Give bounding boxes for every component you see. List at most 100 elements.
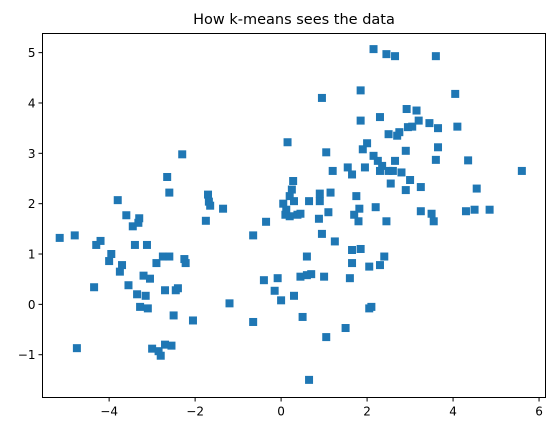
y-tick-label: 2 bbox=[28, 197, 36, 211]
data-point bbox=[326, 188, 335, 197]
data-point bbox=[375, 261, 384, 270]
data-point bbox=[152, 259, 161, 268]
data-point bbox=[219, 204, 228, 213]
data-point bbox=[350, 210, 359, 219]
data-point bbox=[406, 176, 415, 185]
y-tick-label: 3 bbox=[28, 147, 36, 161]
data-point bbox=[262, 217, 271, 226]
data-point bbox=[296, 272, 305, 281]
data-point bbox=[72, 344, 81, 353]
data-point bbox=[369, 45, 378, 54]
data-point bbox=[92, 240, 101, 249]
data-point bbox=[382, 50, 391, 59]
data-point bbox=[296, 209, 305, 218]
data-point bbox=[401, 186, 410, 195]
data-point bbox=[273, 274, 282, 283]
data-point bbox=[322, 148, 331, 157]
data-point bbox=[408, 122, 417, 131]
data-point bbox=[290, 291, 298, 300]
data-point bbox=[367, 302, 376, 311]
data-point bbox=[136, 302, 145, 311]
data-point bbox=[158, 252, 167, 261]
data-point bbox=[141, 291, 150, 300]
y-tick-label: 5 bbox=[28, 46, 36, 60]
data-point bbox=[307, 270, 316, 279]
data-point bbox=[277, 296, 286, 305]
data-point bbox=[287, 185, 296, 194]
data-point bbox=[369, 151, 378, 160]
data-point bbox=[90, 283, 99, 292]
data-point bbox=[156, 351, 165, 360]
data-point bbox=[461, 207, 470, 216]
data-point bbox=[397, 168, 406, 177]
data-point bbox=[163, 172, 172, 181]
x-tick-label: 6 bbox=[535, 405, 543, 419]
data-point bbox=[282, 205, 291, 214]
data-point bbox=[330, 237, 339, 246]
data-point bbox=[142, 240, 151, 249]
data-point bbox=[107, 250, 116, 259]
data-point bbox=[416, 207, 425, 216]
data-point bbox=[360, 163, 369, 172]
data-point bbox=[322, 333, 331, 342]
data-point bbox=[345, 274, 354, 283]
data-point bbox=[225, 299, 234, 308]
data-point bbox=[113, 196, 122, 205]
data-point bbox=[285, 212, 294, 221]
data-point bbox=[352, 192, 361, 201]
data-point bbox=[115, 267, 124, 276]
data-point bbox=[341, 324, 350, 333]
data-point bbox=[204, 190, 213, 199]
data-point bbox=[391, 52, 400, 61]
data-point bbox=[453, 122, 462, 131]
data-point bbox=[358, 145, 367, 154]
x-tick-label: −4 bbox=[100, 405, 118, 419]
data-point bbox=[320, 272, 329, 281]
data-point bbox=[429, 217, 438, 226]
data-point bbox=[204, 197, 213, 206]
x-tick-label: 4 bbox=[449, 405, 457, 419]
data-point bbox=[355, 204, 364, 213]
data-point bbox=[154, 347, 163, 356]
data-point bbox=[181, 259, 190, 268]
data-point bbox=[412, 106, 421, 115]
data-point bbox=[431, 155, 440, 164]
data-point bbox=[165, 188, 174, 197]
data-point bbox=[133, 290, 142, 299]
data-point bbox=[124, 281, 133, 290]
data-point bbox=[373, 156, 382, 165]
x-axis-ticks: −4 −2 0 2 4 6 bbox=[100, 397, 543, 419]
data-point bbox=[384, 166, 393, 175]
data-point bbox=[380, 252, 389, 261]
data-point bbox=[161, 340, 170, 349]
data-point bbox=[315, 197, 324, 206]
data-point bbox=[328, 166, 337, 175]
data-point bbox=[173, 284, 182, 293]
data-point bbox=[386, 179, 395, 188]
data-point bbox=[145, 274, 154, 283]
data-point bbox=[201, 216, 210, 225]
data-point bbox=[470, 205, 479, 214]
data-point bbox=[401, 146, 410, 155]
data-point bbox=[403, 123, 412, 132]
data-point bbox=[365, 262, 374, 271]
data-point bbox=[375, 113, 384, 122]
chart-title: How k-means sees the data bbox=[193, 12, 395, 28]
data-point bbox=[315, 189, 324, 198]
data-point bbox=[302, 252, 311, 261]
y-tick-label: 4 bbox=[28, 96, 36, 110]
data-point bbox=[402, 105, 411, 114]
data-point bbox=[348, 245, 357, 254]
data-point bbox=[178, 150, 187, 159]
data-point bbox=[354, 217, 363, 226]
x-tick-label: 0 bbox=[277, 405, 285, 419]
data-point bbox=[249, 317, 258, 326]
data-point bbox=[285, 192, 294, 201]
data-point bbox=[356, 86, 365, 95]
data-point bbox=[305, 197, 314, 206]
data-point bbox=[188, 316, 197, 325]
data-point bbox=[363, 139, 372, 148]
data-point bbox=[249, 231, 258, 240]
data-point bbox=[434, 143, 443, 152]
data-point bbox=[451, 89, 460, 98]
